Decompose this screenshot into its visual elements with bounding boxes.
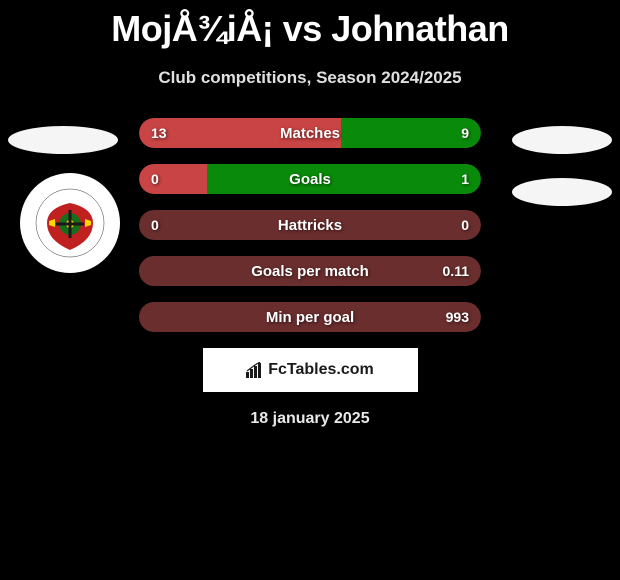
stat-value-left: 0 <box>151 171 159 187</box>
stat-value-left: 13 <box>151 125 167 141</box>
player-right-ellipse-1 <box>512 126 612 154</box>
brand-text: FcTables.com <box>268 361 374 379</box>
player-right-ellipse-2 <box>512 178 612 206</box>
player-left-ellipse <box>8 126 118 154</box>
stat-label: Goals per match <box>139 263 481 280</box>
page-title: MojÅ¾iÅ¡ vs Johnathan <box>0 0 620 50</box>
stat-value-right: 1 <box>461 171 469 187</box>
stat-value-right: 993 <box>446 309 469 325</box>
stat-bar: Goals per match0.11 <box>139 256 481 286</box>
stat-bar: Goals0 1 <box>139 164 481 194</box>
stat-label: Goals <box>139 171 481 188</box>
club-crest-icon <box>35 188 105 258</box>
stat-value-right: 9 <box>461 125 469 141</box>
club-logo <box>20 173 120 273</box>
date-text: 18 january 2025 <box>0 410 620 428</box>
stat-label: Min per goal <box>139 309 481 326</box>
brand-chart-icon <box>246 362 264 378</box>
stat-value-right: 0 <box>461 217 469 233</box>
brand-box[interactable]: FcTables.com <box>203 348 418 392</box>
stat-label: Matches <box>139 125 481 142</box>
stats-container: Matches139Goals01Hattricks00Goals per ma… <box>139 118 481 332</box>
stat-bar: Hattricks0 0 <box>139 210 481 240</box>
stat-label: Hattricks <box>139 217 481 234</box>
content-area: Matches139Goals01Hattricks00Goals per ma… <box>0 118 620 332</box>
stat-value-left: 0 <box>151 217 159 233</box>
stat-value-right: 0.11 <box>443 263 469 279</box>
stat-bar: Min per goal993 <box>139 302 481 332</box>
stat-bar: Matches13 9 <box>139 118 481 148</box>
subtitle: Club competitions, Season 2024/2025 <box>0 68 620 88</box>
